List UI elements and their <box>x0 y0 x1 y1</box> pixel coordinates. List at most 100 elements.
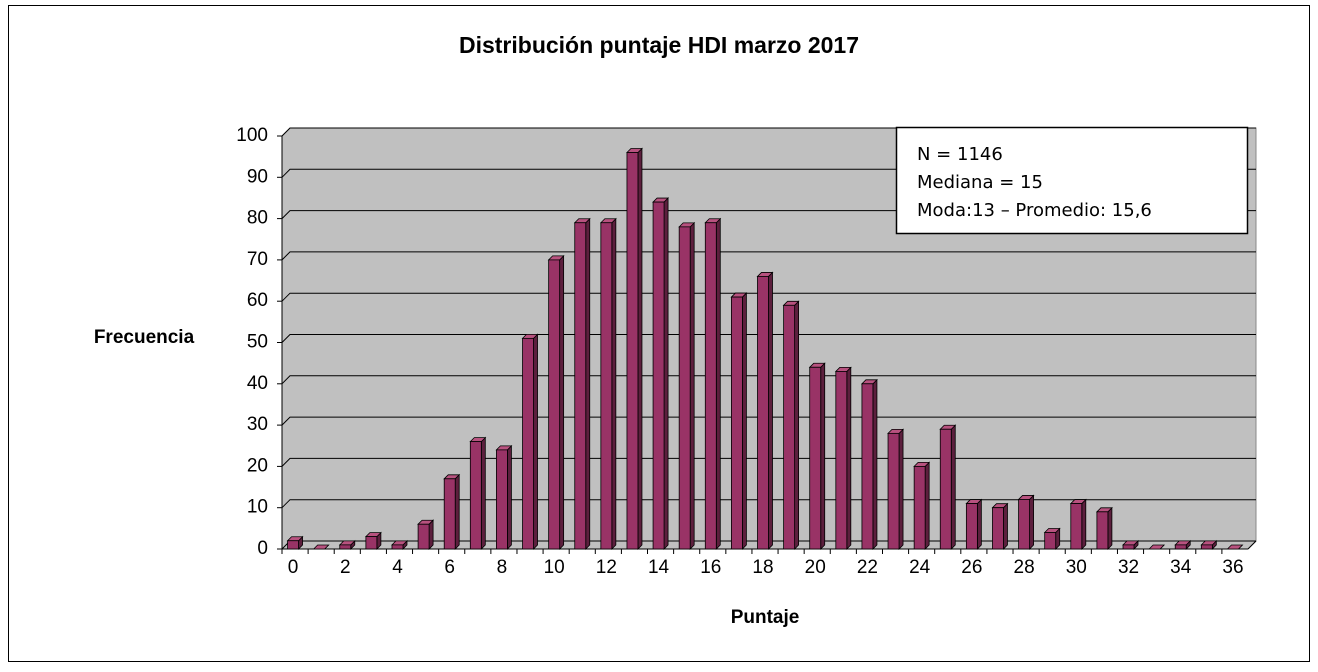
x-tick-label: 20 <box>805 557 826 578</box>
x-tick-label: 26 <box>961 557 982 578</box>
grid-line <box>281 334 1256 343</box>
bar-side <box>924 461 930 550</box>
bar <box>443 478 456 550</box>
x-tick-label: 22 <box>857 557 878 578</box>
x-tick-label: 18 <box>752 557 773 578</box>
y-tick-label: 10 <box>247 497 268 518</box>
bar-side <box>480 436 486 550</box>
bar <box>469 441 482 550</box>
x-tick-label: 10 <box>544 557 565 578</box>
grid-line <box>281 375 1256 385</box>
bar <box>1122 544 1135 550</box>
y-tick-label: 80 <box>247 208 268 229</box>
bar-side <box>898 428 904 550</box>
bar-side <box>507 444 512 550</box>
x-tick-label: 36 <box>1222 557 1243 578</box>
bar <box>1096 511 1109 550</box>
bar-side <box>454 473 460 550</box>
bar-top <box>1226 544 1244 550</box>
bar-side <box>663 197 669 550</box>
grid-line <box>281 499 1256 509</box>
y-tick-label: 0 <box>257 538 268 559</box>
bar <box>1018 499 1030 550</box>
bar <box>1200 544 1213 550</box>
bar <box>522 337 534 550</box>
annotation: Moda:13 – Promedio: 15,6 <box>917 200 1152 221</box>
bar-side <box>1081 498 1087 550</box>
bar-side <box>1107 506 1113 550</box>
grid-line <box>281 292 1256 302</box>
bar-side <box>872 378 878 550</box>
x-tick-label: 28 <box>1014 557 1035 578</box>
bar-side <box>846 366 852 550</box>
x-tick-label: 16 <box>700 557 721 578</box>
x-tick-label: 34 <box>1170 557 1192 578</box>
bar-side <box>689 221 695 550</box>
bar <box>913 465 926 550</box>
grid-line <box>281 416 1256 426</box>
x-tick-label: 30 <box>1066 557 1087 578</box>
bar-side <box>741 292 747 550</box>
bar-side <box>820 362 826 550</box>
bar <box>1044 532 1057 550</box>
bar <box>835 371 848 550</box>
x-tick-label: 0 <box>288 557 299 578</box>
bar <box>704 222 717 550</box>
x-tick-label: 8 <box>497 557 508 578</box>
bar-side <box>533 333 538 550</box>
x-tick-label: 32 <box>1118 557 1139 578</box>
x-tick-label: 12 <box>596 557 617 578</box>
x-axis-depth <box>1247 540 1257 550</box>
annotation: N = 1146 <box>917 144 1003 165</box>
bar-side <box>637 147 643 550</box>
bar <box>783 304 796 550</box>
bar-side <box>611 217 617 550</box>
y-tick-label: 30 <box>247 414 268 435</box>
bar <box>992 507 1004 550</box>
bar <box>1070 503 1083 550</box>
bar <box>391 544 404 550</box>
bar <box>861 383 874 550</box>
bar-side <box>428 519 434 550</box>
y-axis-label: Frecuencia <box>94 327 195 348</box>
y-tick-label: 60 <box>247 290 268 311</box>
grid-line <box>281 251 1256 261</box>
bar <box>809 366 822 550</box>
bar <box>652 201 665 550</box>
y-tick-label: 20 <box>247 455 268 476</box>
bar-side <box>794 300 800 550</box>
x-tick-label: 14 <box>648 557 670 578</box>
x-tick-label: 4 <box>392 557 403 578</box>
bar <box>574 222 587 550</box>
bar-side <box>715 217 721 550</box>
bar <box>730 296 743 550</box>
y-tick-label: 90 <box>247 166 268 187</box>
bar-side <box>1003 502 1008 550</box>
bar-side <box>585 217 591 550</box>
y-tick-label: 100 <box>236 125 268 146</box>
bar <box>626 152 639 550</box>
y-tick-label: 40 <box>247 373 268 394</box>
bar-side <box>1029 494 1034 550</box>
x-tick-label: 24 <box>909 557 931 578</box>
bar <box>939 428 952 550</box>
bar <box>678 226 691 550</box>
bar-top <box>1148 544 1166 550</box>
annotation-box <box>895 126 1249 235</box>
x-tick-label: 2 <box>340 557 351 578</box>
bar <box>887 432 900 550</box>
bar <box>496 449 508 550</box>
bar <box>600 222 613 550</box>
bar-side <box>950 424 956 550</box>
x-tick-label: 6 <box>444 557 455 578</box>
y-tick-label: 50 <box>247 332 268 353</box>
grid-line <box>281 457 1256 467</box>
bar <box>548 259 561 550</box>
bar <box>339 544 352 550</box>
y-tick-label: 70 <box>247 249 268 270</box>
bar <box>287 540 299 550</box>
bar-side <box>976 498 982 550</box>
bar-top <box>312 544 330 550</box>
x-axis-label: Puntaje <box>731 607 800 628</box>
